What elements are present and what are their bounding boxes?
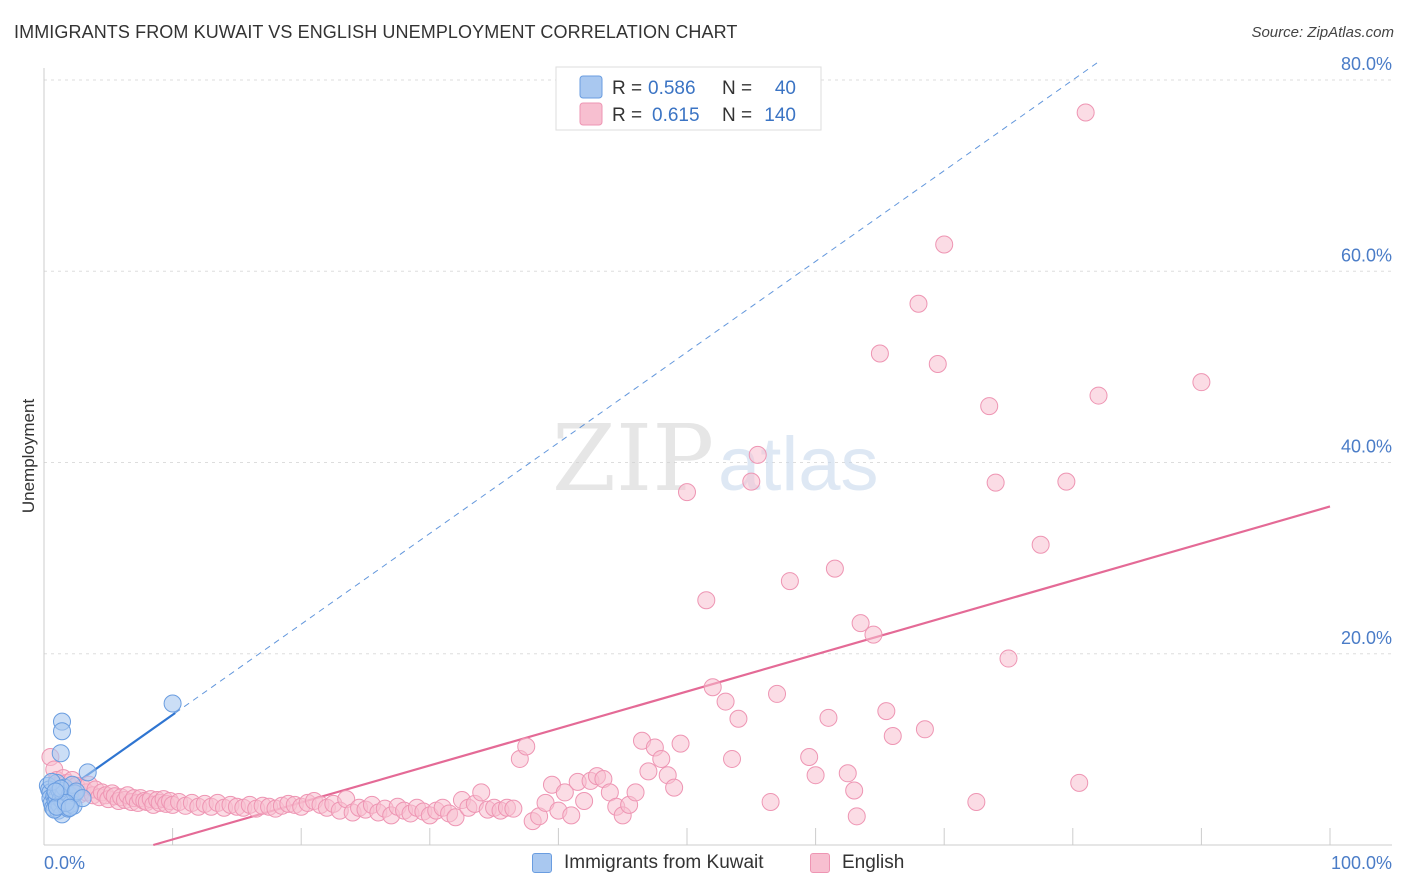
english-point — [678, 483, 696, 502]
english-point — [825, 559, 844, 578]
english-point — [780, 572, 799, 591]
english-point — [517, 737, 536, 756]
english-point — [845, 781, 864, 800]
english-point — [639, 762, 658, 781]
english-point — [909, 294, 928, 313]
english-point — [928, 355, 947, 374]
english-swatch — [810, 853, 830, 873]
english-point — [877, 702, 896, 721]
english-point — [761, 792, 780, 811]
y-tick-label: 60.0% — [1341, 245, 1392, 265]
english-point — [665, 778, 684, 797]
watermark: ZIP atlas — [552, 405, 879, 512]
legend-n-value-2: 140 — [764, 105, 796, 126]
english-point — [967, 792, 986, 811]
english-point — [562, 806, 581, 825]
bottom-legend-item-kuwait[interactable]: Immigrants from Kuwait — [532, 852, 764, 874]
watermark-atlas: atlas — [718, 422, 879, 507]
kuwait-trend-extension — [174, 61, 1099, 714]
english-point — [800, 748, 819, 767]
english-point — [446, 808, 465, 827]
tick-labels: 20.0% 40.0% 60.0% 80.0% 0.0% 100.0% — [44, 54, 1392, 873]
legend-n-value-1: 40 — [775, 78, 796, 99]
english-point — [870, 344, 889, 363]
english-point — [806, 766, 825, 785]
kuwait-point — [46, 782, 65, 801]
source-label: Source: ZipAtlas.com — [1251, 24, 1394, 41]
english-point — [1070, 773, 1089, 792]
english-point — [697, 591, 716, 610]
kuwait-point — [53, 722, 72, 741]
english-point — [575, 792, 594, 811]
english-point — [768, 684, 787, 703]
bottom-legend-label-english: English — [842, 852, 905, 873]
kuwait-point — [78, 763, 97, 782]
english-point — [819, 708, 838, 727]
english-point — [729, 709, 748, 728]
english-point — [671, 734, 690, 753]
legend-r-label-2: R = — [612, 105, 642, 126]
english-point — [748, 445, 767, 464]
english-point — [935, 235, 954, 254]
english-point — [1057, 472, 1076, 491]
legend-r-value-2: 0.615 — [652, 105, 700, 126]
axes — [43, 68, 1392, 846]
english-point — [1089, 386, 1108, 405]
kuwait-swatch — [532, 853, 552, 873]
english-point — [742, 472, 761, 491]
english-point — [723, 749, 742, 768]
english-point — [504, 799, 523, 818]
english-point — [626, 783, 645, 802]
kuwait-point — [163, 694, 182, 713]
kuwait-point — [51, 744, 70, 763]
y-axis-label: Unemployment — [19, 399, 38, 514]
english-point — [1076, 103, 1095, 122]
y-tick-label: 80.0% — [1341, 54, 1392, 74]
english-point — [883, 726, 902, 745]
kuwait-point — [60, 798, 79, 817]
chart-title: IMMIGRANTS FROM KUWAIT VS ENGLISH UNEMPL… — [14, 22, 738, 42]
data-points — [38, 103, 1211, 831]
english-point — [847, 807, 866, 826]
english-trend-line — [153, 505, 1331, 847]
legend-swatch-english — [579, 102, 603, 126]
bottom-legend-item-english[interactable]: English — [810, 852, 904, 874]
english-point — [864, 625, 883, 644]
english-point — [915, 720, 934, 739]
legend-n-label-1: N = — [722, 78, 752, 99]
english-point — [980, 397, 999, 416]
english-point — [999, 649, 1018, 668]
english-point — [652, 749, 671, 768]
english-point — [555, 783, 574, 802]
english-point — [986, 473, 1005, 492]
kuwait-point — [73, 789, 92, 808]
english-point — [472, 783, 491, 802]
legend-r-label-1: R = — [612, 78, 642, 99]
y-tick-label: 40.0% — [1341, 437, 1392, 457]
y-tick-label: 20.0% — [1341, 628, 1392, 648]
bottom-legend: Immigrants from Kuwait English — [0, 852, 1406, 880]
english-point — [716, 692, 735, 711]
english-point — [1031, 535, 1050, 554]
x-tick-label: 0.0% — [44, 853, 85, 873]
english-point — [1192, 373, 1211, 392]
legend-r-value-1: 0.586 — [648, 78, 696, 99]
english-point — [851, 614, 870, 633]
english-point — [703, 678, 722, 697]
legend-n-label-2: N = — [722, 105, 752, 126]
english-point — [838, 764, 857, 783]
legend-swatch-kuwait — [579, 75, 603, 99]
bottom-legend-label-kuwait: Immigrants from Kuwait — [564, 852, 764, 873]
legend-box: R = 0.586 N = 40 R = 0.615 N = 140 — [555, 66, 822, 131]
x-tick-label: 100.0% — [1331, 853, 1392, 873]
